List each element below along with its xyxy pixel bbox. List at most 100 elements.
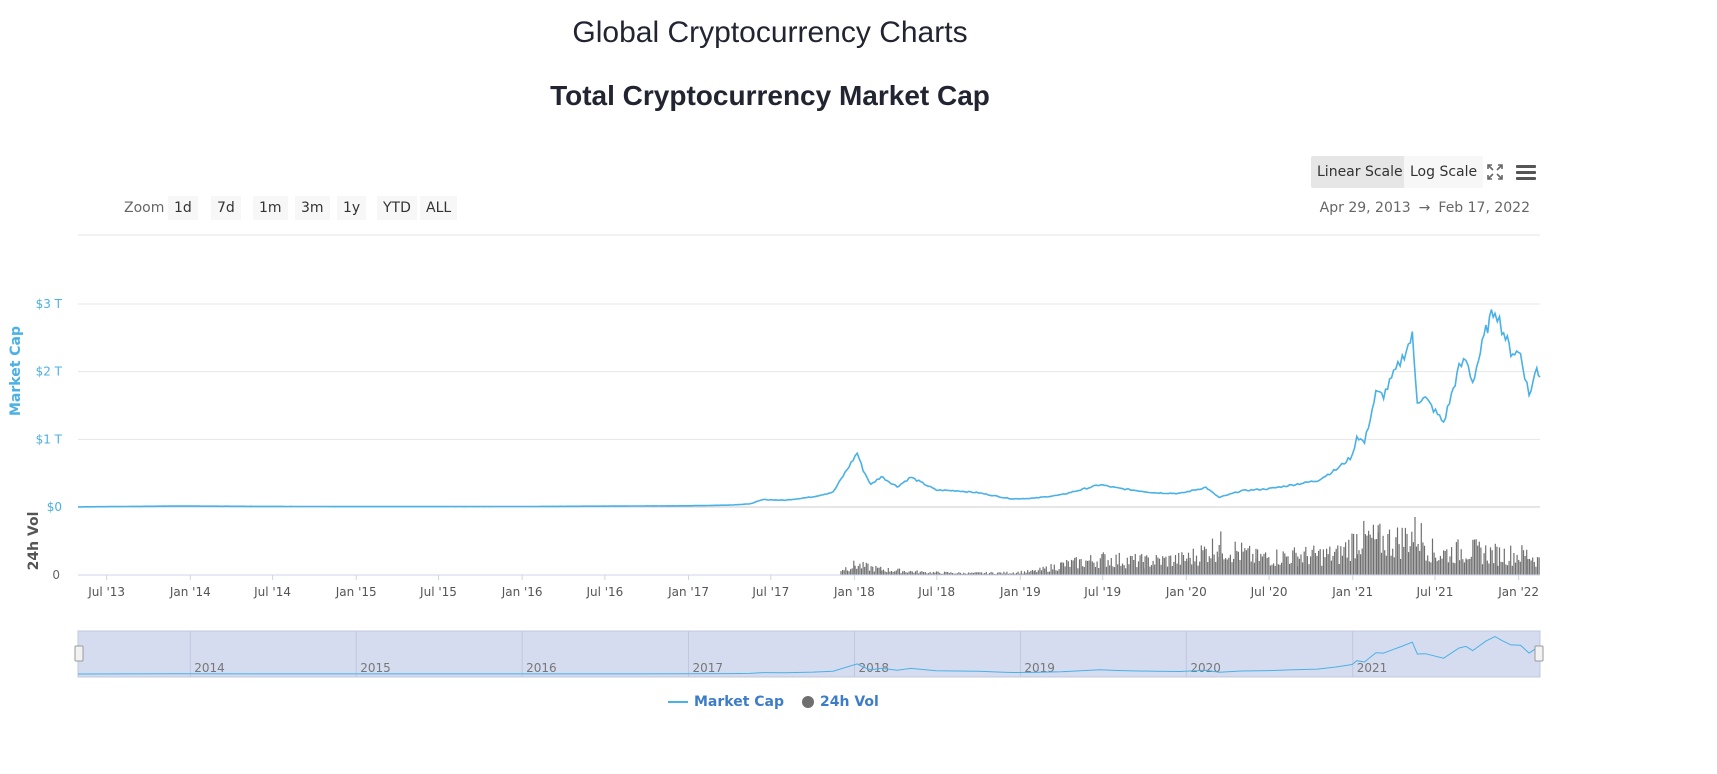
y-tick-label: $3 T <box>36 297 63 311</box>
volume-bar <box>889 571 891 575</box>
volume-bar <box>1368 530 1370 575</box>
zoom-3m-button[interactable]: 3m <box>295 196 330 220</box>
volume-bar <box>1101 554 1103 575</box>
volume-bar <box>1382 535 1384 575</box>
volume-bar <box>1292 550 1294 575</box>
volume-bar <box>1236 550 1238 575</box>
x-tick-label: Jul '16 <box>585 585 623 599</box>
navigator[interactable]: 2014 2015 2016 2017 2018 2019 2020 2021 <box>74 630 1544 678</box>
volume-bar <box>945 571 947 575</box>
volume-bar <box>1249 545 1251 575</box>
volume-bar <box>1234 541 1236 575</box>
volume-bar <box>1162 556 1164 575</box>
volume-bar <box>1403 546 1405 575</box>
volume-bar <box>1266 557 1268 575</box>
volume-bar <box>1052 569 1054 575</box>
volume-bar <box>1216 551 1218 575</box>
volume-bar <box>872 566 874 575</box>
volume-bar <box>1324 557 1326 575</box>
volume-bar <box>905 572 907 575</box>
volume-bar <box>1174 555 1177 575</box>
volume-bar <box>1385 555 1387 575</box>
volume-bar <box>1023 571 1026 575</box>
volume-bar <box>1131 556 1133 575</box>
zoom-1y-button[interactable]: 1y <box>337 196 367 220</box>
volume-bar <box>1316 555 1318 575</box>
log-scale-button[interactable]: Log Scale <box>1404 156 1484 188</box>
volume-bar <box>1040 570 1043 575</box>
volume-bar <box>919 571 921 575</box>
volume-bar <box>1533 562 1535 575</box>
volume-bar <box>1282 551 1284 575</box>
volume-bar <box>854 565 856 575</box>
volume-bar <box>1277 564 1279 575</box>
navigator-right-handle[interactable] <box>1534 645 1544 662</box>
volume-bar <box>1115 554 1117 575</box>
volume-bar <box>1085 560 1087 575</box>
legend-item-volume[interactable]: 24h Vol <box>802 694 879 710</box>
menu-icon[interactable] <box>1512 156 1540 188</box>
volume-bar <box>1443 550 1445 575</box>
volume-bar <box>1295 552 1297 575</box>
volume-bar <box>1067 561 1069 575</box>
volume-bar <box>1060 562 1062 575</box>
volume-bar <box>1388 529 1391 575</box>
volume-bar <box>1255 558 1257 575</box>
volume-bar <box>870 566 872 575</box>
volume-bar <box>1535 566 1537 575</box>
volume-bar <box>1409 546 1411 575</box>
volume-bar <box>1199 561 1201 575</box>
volume-bar <box>1048 571 1051 575</box>
range-to[interactable]: Feb 17, 2022 <box>1438 200 1530 216</box>
volume-bar <box>1058 569 1060 575</box>
zoom-ytd-button[interactable]: YTD <box>377 196 417 220</box>
volume-bar <box>902 571 904 575</box>
volume-bar <box>1171 566 1173 575</box>
volume-bar <box>1519 561 1521 575</box>
volume-bar <box>1047 571 1049 575</box>
volume-bar <box>1044 568 1046 575</box>
fullscreen-icon[interactable] <box>1481 156 1509 188</box>
volume-bar <box>1250 561 1252 575</box>
volume-bar <box>1147 557 1149 575</box>
volume-bar <box>984 573 986 575</box>
range-from[interactable]: Apr 29, 2013 <box>1319 200 1411 216</box>
volume-bar <box>1472 539 1474 575</box>
volume-bar <box>1374 539 1376 575</box>
volume-bar <box>1522 550 1525 575</box>
volume-bar <box>862 561 864 575</box>
volume-bar <box>914 571 917 575</box>
volume-bar <box>1306 556 1308 575</box>
volume-bar <box>1269 565 1271 575</box>
volume-bar <box>1319 549 1321 575</box>
zoom-1m-button[interactable]: 1m <box>253 196 288 220</box>
navigator-left-handle[interactable] <box>74 645 84 662</box>
volume-bar <box>1310 556 1312 575</box>
volume-bar <box>1444 550 1446 575</box>
chart-title: Total Cryptocurrency Market Cap <box>550 80 990 111</box>
market-cap-line <box>78 309 1541 508</box>
volume-bar <box>1261 556 1263 575</box>
volume-bar <box>1077 568 1079 575</box>
volume-bar <box>1155 555 1157 575</box>
zoom-1d-button[interactable]: 1d <box>168 196 198 220</box>
volume-bar <box>1258 561 1260 575</box>
volume-bar <box>1247 548 1249 575</box>
volume-bar <box>1322 549 1324 575</box>
volume-bar <box>1431 538 1434 575</box>
zoom-all-button[interactable]: ALL <box>420 196 458 220</box>
volume-bar <box>1380 552 1383 575</box>
volume-bar <box>972 573 975 575</box>
volume-bar <box>1194 561 1196 575</box>
legend-item-market-cap[interactable]: Market Cap <box>668 694 784 710</box>
zoom-7d-button[interactable]: 7d <box>211 196 241 220</box>
volume-bar <box>934 572 936 575</box>
volume-bar <box>846 570 848 575</box>
volume-bar <box>1053 564 1055 575</box>
volume-bar <box>1098 568 1100 575</box>
x-tick-label: Jan '22 <box>1497 585 1539 599</box>
volume-bar <box>1039 567 1041 575</box>
volume-bar <box>868 570 871 575</box>
linear-scale-button[interactable]: Linear Scale <box>1311 156 1409 188</box>
volume-bar <box>1514 562 1517 575</box>
